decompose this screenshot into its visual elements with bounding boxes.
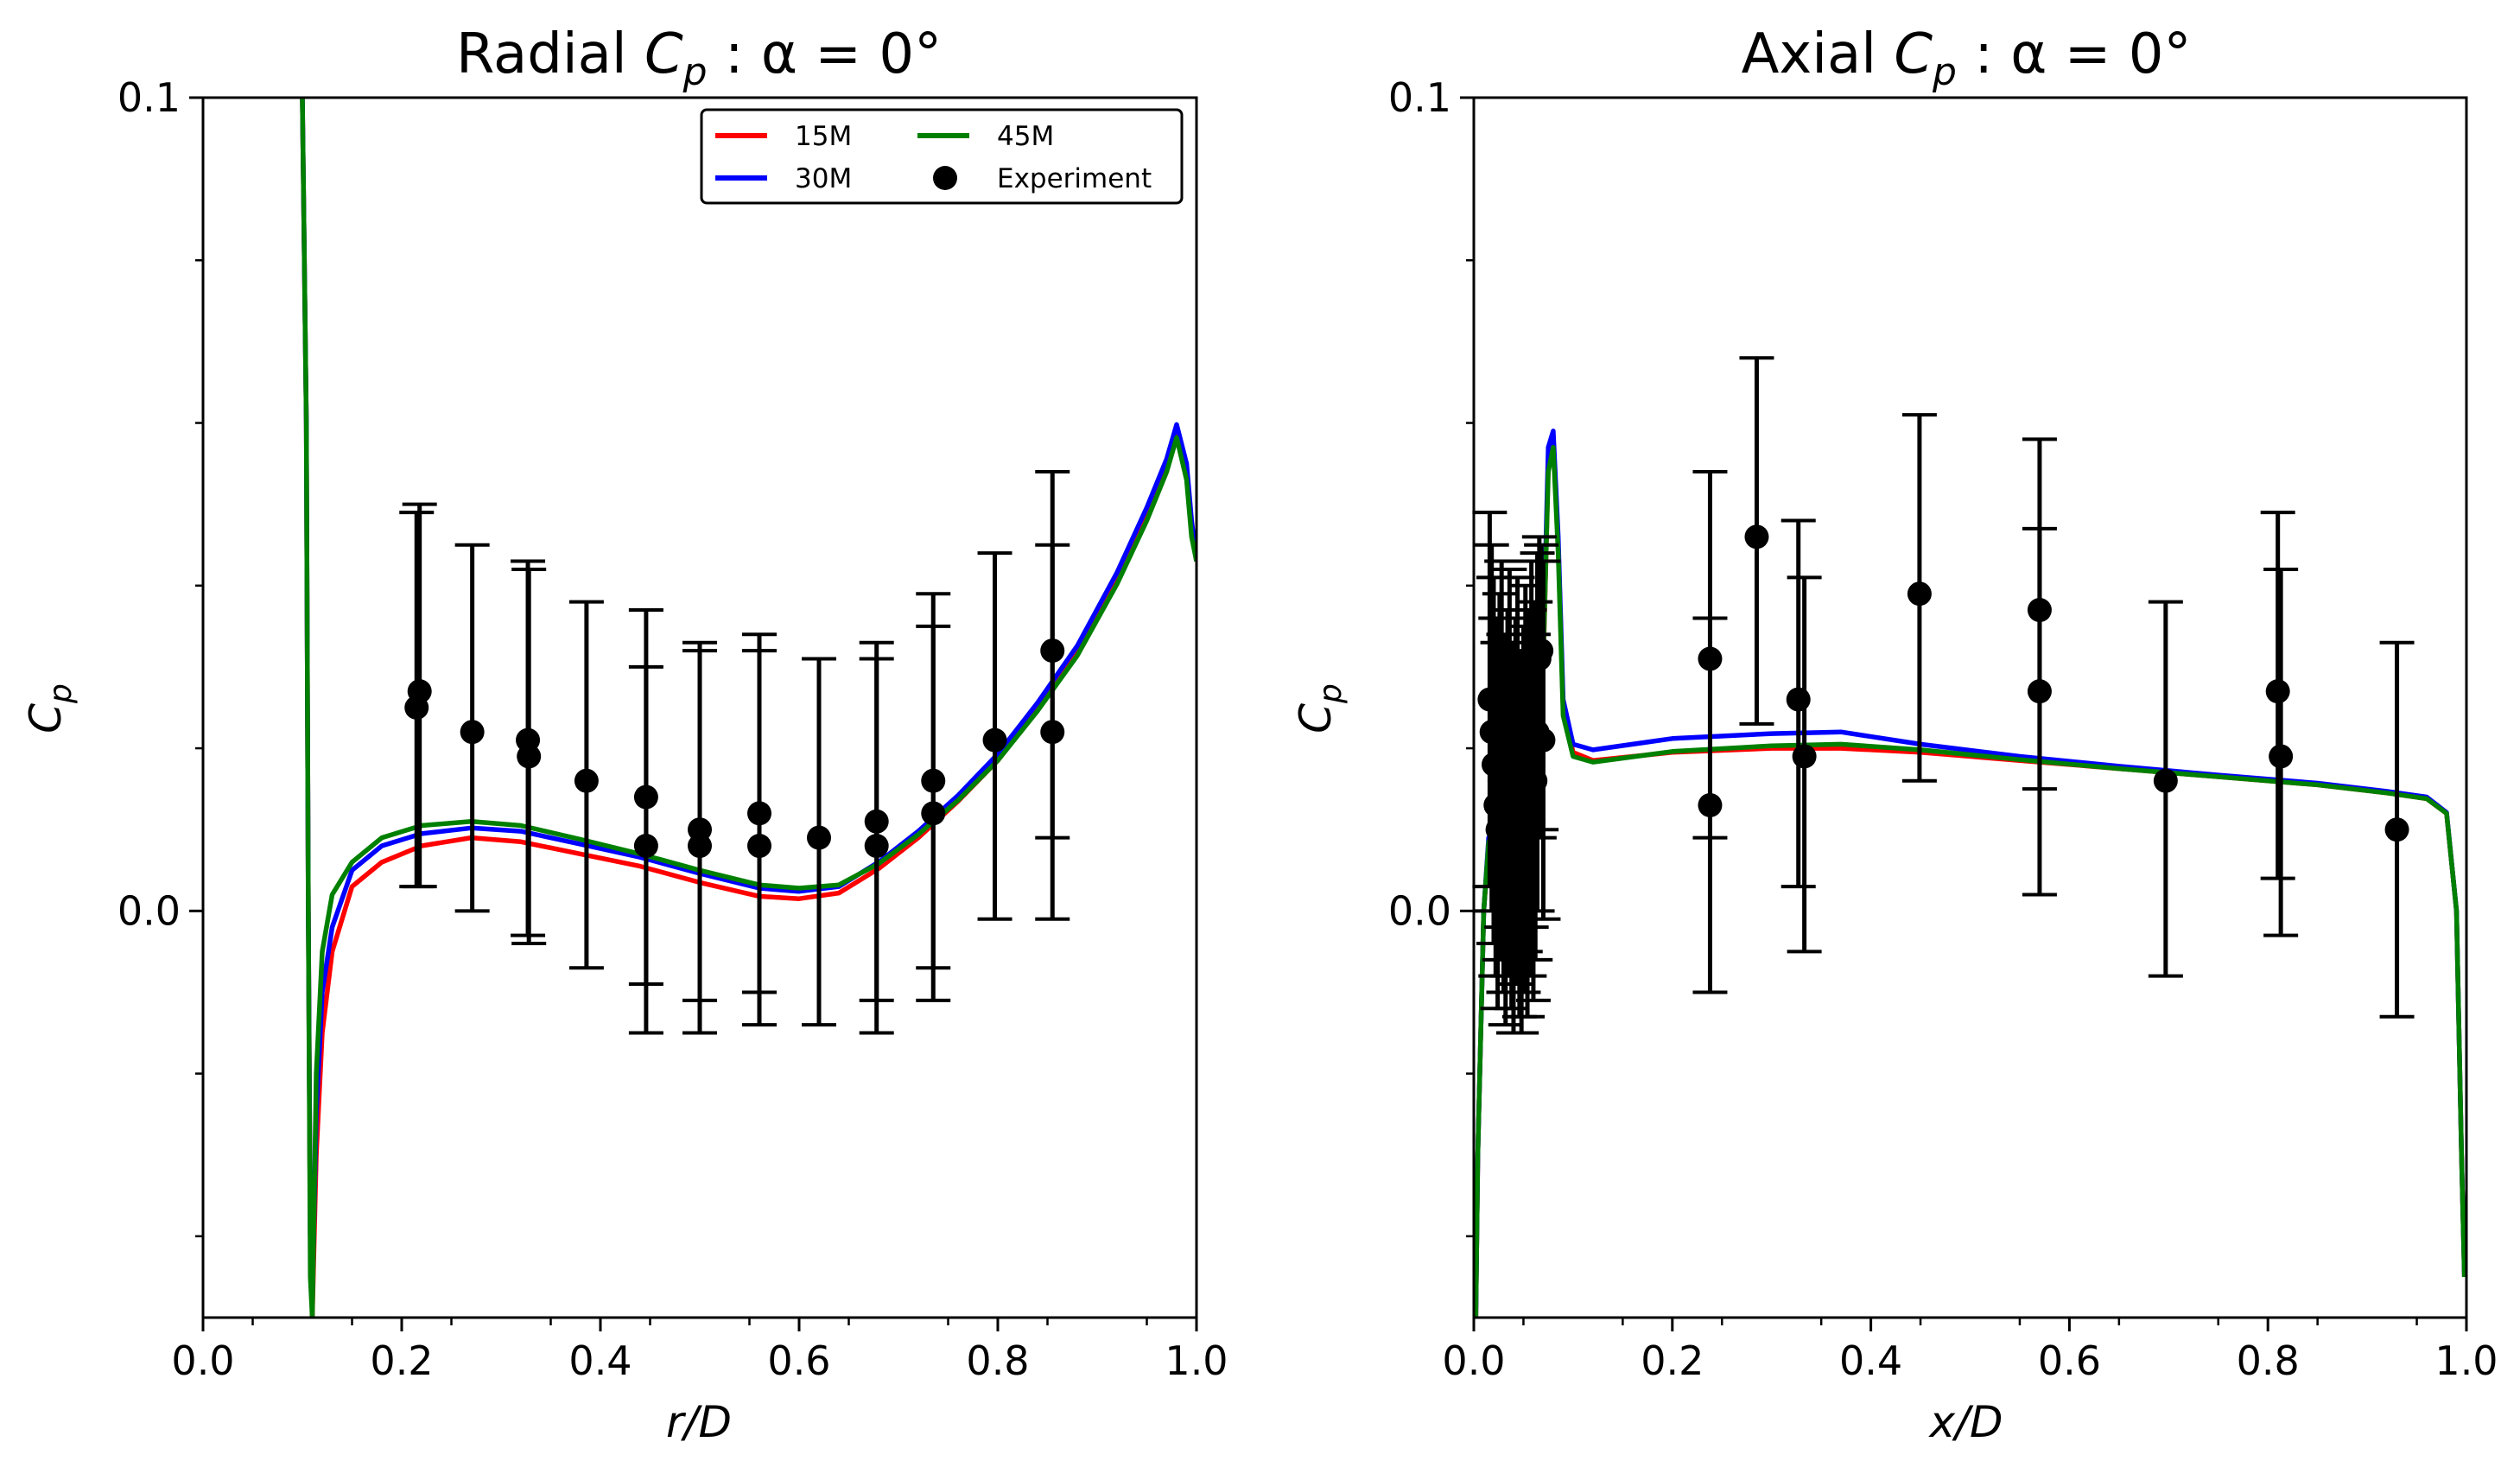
radial-x-tick-label-5: 1.0 <box>1165 1337 1228 1384</box>
radial-cp-panel: Radial Cp : α = 0° r/D Cp 0.0 0.2 0.4 0.6 0.… <box>21 22 1228 1447</box>
axial-experiment-point-39 <box>2384 817 2409 842</box>
radial-experiment-point-2 <box>460 720 485 745</box>
axial-x-tick-label-0: 0.0 <box>1442 1337 1505 1384</box>
radial-y-tick-label-0: 0.0 <box>117 887 181 934</box>
axial-experiment-point-29 <box>1698 792 1723 817</box>
axial-x-tick-label-3: 0.6 <box>2038 1337 2101 1384</box>
radial-experiment-point-16 <box>921 801 946 826</box>
radial-x-axis-label: r/D <box>666 1397 732 1447</box>
axial-plot-area: 0.0 0.2 0.4 0.6 0.8 1.0 0.0 0.1 <box>1388 74 2498 1384</box>
legend-label-30m: 30M <box>795 163 852 194</box>
axial-y-tick-label-1: 0.1 <box>1388 74 1451 121</box>
radial-x-tick-label-0: 0.0 <box>171 1337 234 1384</box>
radial-y-axis-label: Cp <box>21 683 79 734</box>
axial-experiment-point-35 <box>2027 679 2052 704</box>
radial-x-tick-label-1: 0.2 <box>370 1337 433 1384</box>
axial-x-tick-label-1: 0.2 <box>1641 1337 1704 1384</box>
radial-x-tick-label-2: 0.4 <box>568 1337 632 1384</box>
axial-experiment-point-27 <box>1531 727 1556 753</box>
legend-label-experiment: Experiment <box>997 163 1152 194</box>
radial-experiment-point-5 <box>574 768 599 793</box>
axial-experiment-point-37 <box>2265 679 2290 704</box>
axial-cp-panel: Axial Cp : α = 0° x/D Cp 0.0 0.2 0.4 0.6 0.8… <box>1291 22 2498 1447</box>
radial-y-tick-label-1: 0.1 <box>117 74 181 121</box>
radial-experiment-point-11 <box>747 834 771 859</box>
radial-experiment-point-7 <box>633 834 658 859</box>
axial-x-tick-label-2: 0.4 <box>1839 1337 1902 1384</box>
axial-experiment-point-36 <box>2153 768 2178 793</box>
radial-experiment-point-14 <box>864 834 889 859</box>
axial-experiment-point-38 <box>2269 744 2294 769</box>
legend-label-45m: 45M <box>997 121 1054 152</box>
radial-experiment-point-19 <box>1040 720 1065 745</box>
radial-series-group <box>300 98 1197 1318</box>
axial-x-tick-label-5: 1.0 <box>2434 1337 2498 1384</box>
legend-frame <box>700 108 1184 205</box>
radial-series-45m <box>300 98 1197 1318</box>
axial-chart-title: Axial Cp : α = 0° <box>1742 22 2192 94</box>
axial-x-axis-label: x/D <box>1928 1397 2003 1447</box>
axial-axes-frame <box>1472 96 2468 1319</box>
axial-experiment-group <box>1472 356 2415 1035</box>
radial-experiment-point-9 <box>688 834 712 859</box>
radial-experiment-point-1 <box>407 679 432 704</box>
axial-y-axis-label: Cp <box>1291 683 1349 734</box>
axial-experiment-point-32 <box>1792 744 1817 769</box>
axial-experiment-point-31 <box>1786 687 1811 712</box>
radial-plot-area: 0.0 0.2 0.4 0.6 0.8 1.0 0.0 0.1 <box>117 74 1228 1384</box>
radial-experiment-group <box>399 470 1070 1035</box>
radial-y-ticks: 0.0 0.1 <box>117 74 203 1238</box>
radial-x-ticks: 0.0 0.2 0.4 0.6 0.8 1.0 <box>171 1318 1228 1384</box>
radial-experiment-point-12 <box>807 825 831 850</box>
radial-experiment-point-17 <box>982 727 1007 753</box>
axial-x-tick-label-4: 0.8 <box>2237 1337 2300 1384</box>
axial-experiment-point-30 <box>1744 524 1769 549</box>
legend-marker-experiment <box>933 166 957 190</box>
legend-label-15m: 15M <box>795 121 852 152</box>
legend: 15M 45M 30M Experiment <box>700 108 1184 205</box>
radial-x-tick-label-3: 0.6 <box>767 1337 830 1384</box>
axial-y-ticks: 0.0 0.1 <box>1388 74 1474 1238</box>
radial-chart-title: Radial Cp : α = 0° <box>456 22 942 94</box>
radial-x-tick-label-4: 0.8 <box>966 1337 1029 1384</box>
axial-x-ticks: 0.0 0.2 0.4 0.6 0.8 1.0 <box>1442 1318 2498 1384</box>
radial-axes-frame <box>201 96 1198 1319</box>
axial-experiment-point-33 <box>1907 581 1932 607</box>
axial-y-tick-label-0: 0.0 <box>1388 887 1451 934</box>
radial-experiment-point-4 <box>517 744 542 769</box>
